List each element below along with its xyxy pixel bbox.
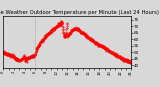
Title: Milwaukee Weather Outdoor Temperature per Minute (Last 24 Hours): Milwaukee Weather Outdoor Temperature pe…	[0, 10, 159, 15]
